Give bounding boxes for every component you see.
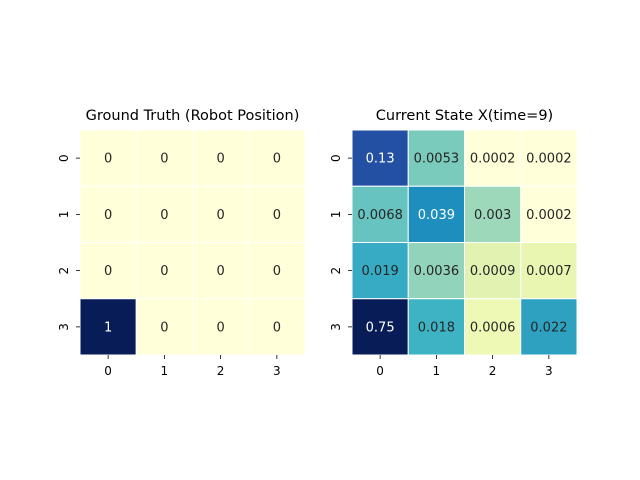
y-tick-label: 3 [57, 323, 71, 331]
heatmap-current-state: Current State X(time=9) 0.13 0.0053 0.0002 0… [329, 108, 578, 378]
cell-value-label: 0.0007 [526, 264, 572, 279]
cell-value-label: 0.0068 [357, 208, 403, 223]
heatmap-cell [520, 129, 578, 187]
heatmap-cell [79, 129, 137, 187]
x-tick-label: 0 [376, 364, 384, 378]
cell-value-label: 0.039 [418, 208, 455, 223]
x-tick-label: 1 [433, 364, 441, 378]
heatmap-ground-truth: Ground Truth (Robot Position) 0 0 0 0 0 0 0 0 0 0 0… [57, 108, 306, 378]
cell-value-label: 0 [160, 208, 168, 223]
cell-value-label: 0.003 [474, 208, 511, 223]
cell-value-label: 0 [273, 320, 281, 335]
heatmap-cell [464, 185, 522, 243]
heatmap-cell [248, 242, 306, 300]
heatmap-cell [351, 242, 409, 300]
y-tick-label: 2 [57, 267, 71, 275]
cell-value-label: 0 [216, 320, 224, 335]
cell-value-label: 0 [104, 208, 112, 223]
cell-value-label: 0.0009 [470, 264, 516, 279]
x-tick-label: 2 [217, 364, 225, 378]
cell-value-label: 0.75 [366, 320, 395, 335]
cell-value-label: 0.019 [362, 264, 399, 279]
heatmap-cell [135, 298, 193, 356]
heatmap-cell [135, 242, 193, 300]
heatmap-cell [464, 242, 522, 300]
y-tick-label: 0 [329, 154, 343, 162]
cell-value-label: 0.0036 [414, 264, 460, 279]
cell-value-label: 0.0053 [414, 152, 460, 167]
y-tick-label: 3 [329, 323, 343, 331]
cell-value-label: 0 [216, 152, 224, 167]
y-tick-label: 1 [57, 211, 71, 219]
cell-value-label: 0.0002 [470, 152, 516, 167]
cell-value-label: 0 [104, 152, 112, 167]
heatmap-cell [351, 129, 409, 187]
cell-value-label: 0.13 [366, 152, 395, 167]
cell-value-label: 0.022 [530, 320, 567, 335]
cell-value-label: 0.0002 [526, 152, 572, 167]
x-tick-label: 3 [273, 364, 281, 378]
heatmap-cell [248, 129, 306, 187]
cell-value-label: 0.0006 [470, 320, 516, 335]
cell-value-label: 0.0002 [526, 208, 572, 223]
cell-value-label: 0.018 [418, 320, 455, 335]
chart-title: Current State X(time=9) [376, 108, 553, 124]
heatmap-cell [520, 298, 578, 356]
cell-value-label: 0 [160, 152, 168, 167]
y-tick-label: 2 [329, 267, 343, 275]
x-tick-label: 3 [545, 364, 553, 378]
cell-value-label: 0 [273, 152, 281, 167]
heatmap-cell [248, 298, 306, 356]
cell-value-label: 1 [104, 320, 112, 335]
heatmap-cell [248, 185, 306, 243]
x-tick-label: 2 [489, 364, 497, 378]
heatmap-cell [135, 185, 193, 243]
cell-value-label: 0 [273, 264, 281, 279]
heatmap-cell [135, 129, 193, 187]
cell-value-label: 0 [104, 264, 112, 279]
chart-title: Ground Truth (Robot Position) [86, 108, 300, 124]
y-tick-label: 1 [329, 211, 343, 219]
cell-value-label: 0 [216, 264, 224, 279]
cell-value-label: 0 [160, 264, 168, 279]
y-tick-label: 0 [57, 154, 71, 162]
heatmap-cell [407, 129, 465, 187]
cell-value-label: 0 [216, 208, 224, 223]
cell-value-label: 0 [273, 208, 281, 223]
x-tick-label: 1 [161, 364, 169, 378]
heatmap-cell [407, 242, 465, 300]
x-tick-label: 0 [104, 364, 112, 378]
heatmap-cell [192, 129, 250, 187]
cell-value-label: 0 [160, 320, 168, 335]
heatmap-cell [464, 129, 522, 187]
